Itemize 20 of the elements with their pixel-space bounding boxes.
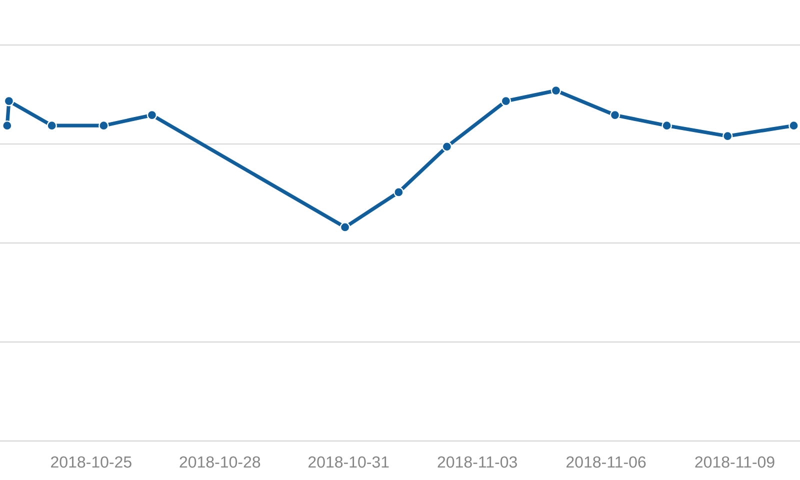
point: [722, 130, 733, 142]
point: [4, 96, 14, 106]
point: [146, 110, 158, 120]
point: [550, 85, 562, 96]
point: [98, 120, 109, 131]
x-tick-label: 2018-11-09: [695, 456, 774, 468]
point: [394, 187, 404, 198]
x-tick-label: 2018-11-06: [566, 456, 646, 468]
point: [788, 120, 799, 131]
point: [340, 222, 350, 232]
point: [610, 110, 620, 120]
x-tick-label: 2018-11-03: [438, 456, 517, 468]
point: [442, 141, 452, 152]
point: [500, 96, 512, 106]
point: [662, 120, 672, 131]
x-tick-label: 2018-10-25: [51, 456, 132, 468]
x-tick-label: 2018-10-28: [180, 456, 260, 468]
point: [2, 120, 12, 131]
x-tick-label: 2018-10-31: [308, 456, 389, 468]
point: [46, 120, 57, 131]
